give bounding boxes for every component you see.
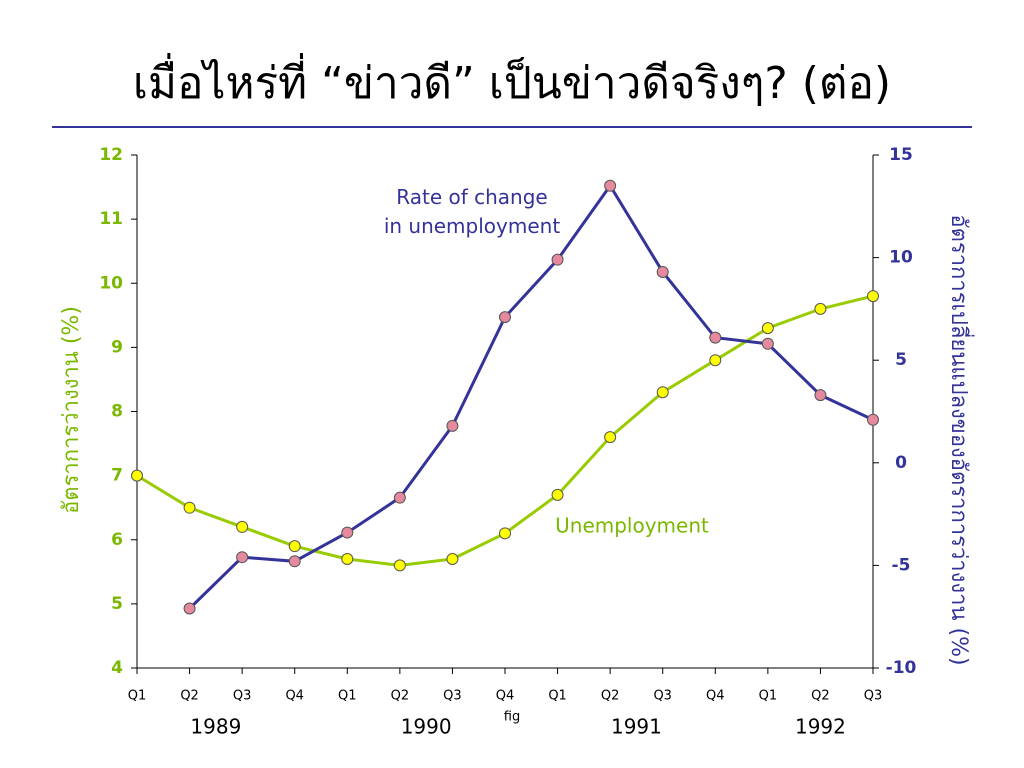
x-tick-label: Q3 xyxy=(443,689,462,704)
data-point xyxy=(867,413,879,426)
y-tick-label: 11 xyxy=(99,209,123,229)
x-tick-label: Q1 xyxy=(548,689,567,704)
data-point xyxy=(499,527,511,540)
data-point xyxy=(656,265,669,278)
x-tick-label: Q2 xyxy=(180,689,199,704)
y2-tick-label: 5 xyxy=(895,350,907,370)
data-point xyxy=(341,526,354,539)
data-point xyxy=(814,302,827,315)
data-point xyxy=(393,491,406,504)
data-point xyxy=(288,540,301,553)
data-point xyxy=(236,520,249,533)
data-point xyxy=(393,559,406,572)
data-point xyxy=(604,179,617,192)
series-label: Unemployment xyxy=(555,514,709,538)
data-point xyxy=(656,386,669,399)
x-tick-label: Q3 xyxy=(653,689,672,704)
y-tick-label: 12 xyxy=(99,145,123,165)
data-point xyxy=(236,551,249,564)
x-tick-label: Q1 xyxy=(759,689,778,704)
data-point xyxy=(288,555,301,568)
x-tick-label: Q3 xyxy=(233,689,252,704)
data-point xyxy=(183,501,196,514)
x-tick-label: Q4 xyxy=(496,689,515,704)
year-label: 1992 xyxy=(795,715,846,739)
year-label: 1991 xyxy=(611,715,662,739)
y-tick-label: 10 xyxy=(99,273,123,293)
x-tick-label: Q4 xyxy=(285,689,304,704)
series-line xyxy=(188,183,874,610)
year-label: 1989 xyxy=(190,715,241,739)
y-tick-label: 7 xyxy=(111,466,123,486)
data-point xyxy=(604,431,617,444)
data-point xyxy=(709,331,722,344)
y-tick-label: 4 xyxy=(111,658,123,678)
data-point xyxy=(341,552,354,565)
year-label: 1990 xyxy=(401,715,452,739)
series-label: Rate of change in unemployment xyxy=(384,185,561,238)
data-point xyxy=(761,322,774,335)
y-tick-label: 5 xyxy=(111,594,123,614)
x-tick-label: Q3 xyxy=(864,689,883,704)
y2-tick-label: 0 xyxy=(895,453,907,473)
y-tick-label: 8 xyxy=(111,402,123,422)
caption: fig xyxy=(504,710,520,725)
x-tick-label: Q2 xyxy=(811,689,830,704)
data-point xyxy=(183,602,196,615)
y-tick-label: 6 xyxy=(111,530,123,550)
x-tick-label: Q1 xyxy=(128,689,147,704)
x-tick-label: Q1 xyxy=(338,689,357,704)
data-point xyxy=(814,389,827,402)
y2-tick-label: 10 xyxy=(889,248,913,268)
y2-tick-label: -5 xyxy=(892,555,911,575)
data-point xyxy=(551,488,564,501)
x-tick-label: Q2 xyxy=(391,689,410,704)
data-point xyxy=(709,354,722,367)
data-point xyxy=(446,419,459,432)
x-tick-label: Q2 xyxy=(601,689,620,704)
data-point xyxy=(499,311,511,324)
y-tick-label: 9 xyxy=(111,337,123,357)
x-tick-label: Q4 xyxy=(706,689,725,704)
data-point xyxy=(131,469,143,482)
y2-tick-label: 15 xyxy=(889,145,913,165)
slide-title: เมื่อไหร่ที่ “ข่าวดี” เป็นข่าวดีจริงๆ? (… xyxy=(133,52,891,109)
data-point xyxy=(867,290,879,303)
y2-axis-title: อัตราการเปลี่ยนแปลงของอัตราการว่างงาน (%… xyxy=(946,214,975,665)
data-point xyxy=(551,253,564,266)
data-point xyxy=(761,337,774,350)
y2-tick-label: -10 xyxy=(886,658,917,678)
y-axis-title: อัตราการว่างงาน (%) xyxy=(59,306,84,514)
data-point xyxy=(446,552,459,565)
